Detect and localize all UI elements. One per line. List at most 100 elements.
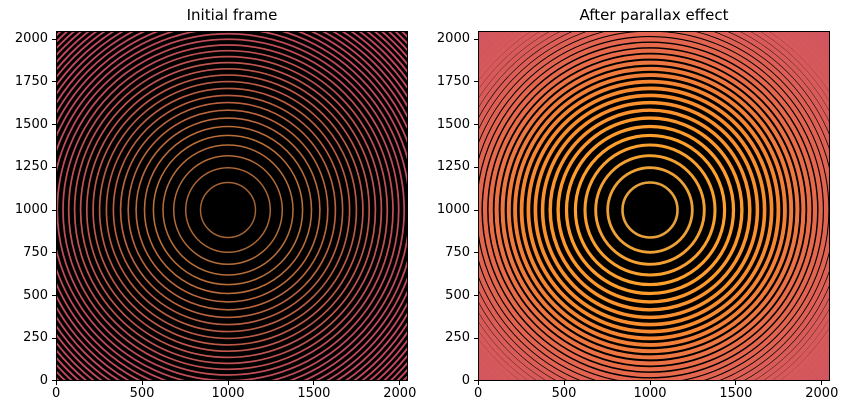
ring xyxy=(594,154,706,266)
ring xyxy=(56,31,408,381)
ring xyxy=(488,48,812,372)
ring xyxy=(533,93,767,327)
y-tick-label: 1250 xyxy=(14,159,48,175)
y-tick-mark xyxy=(474,380,478,382)
ring xyxy=(506,66,794,354)
y-tick-mark xyxy=(474,166,478,168)
ring xyxy=(606,166,694,254)
ring xyxy=(56,31,408,381)
ring xyxy=(56,31,408,381)
x-tick-mark xyxy=(227,381,229,385)
ring xyxy=(583,143,717,277)
ring xyxy=(152,134,304,286)
y-tick-mark xyxy=(474,124,478,126)
panel-after-parallax: After parallax effect 0 500 1000 1500 2000 0… xyxy=(437,0,838,418)
y-tick-mark xyxy=(474,81,478,83)
ring xyxy=(56,32,406,381)
plot-title: After parallax effect xyxy=(579,6,729,24)
ring xyxy=(143,125,313,295)
x-tick-mark xyxy=(55,381,57,385)
y-tick-label: 1500 xyxy=(14,116,48,132)
y-tick-label: 250 xyxy=(445,330,470,346)
ring xyxy=(482,42,818,378)
ring xyxy=(564,124,736,296)
y-tick-label: 0 xyxy=(461,372,470,388)
ring xyxy=(112,94,344,326)
y-tick-label: 0 xyxy=(39,372,48,388)
y-tick-mark xyxy=(474,295,478,296)
y-tick-label: 750 xyxy=(23,244,48,260)
x-tick-label: 0 xyxy=(473,386,483,401)
ring xyxy=(56,31,408,381)
x-tick-label: 1500 xyxy=(719,386,753,401)
ring xyxy=(513,73,787,347)
ring xyxy=(56,31,408,381)
ring xyxy=(621,181,679,239)
ring xyxy=(56,38,400,381)
ring xyxy=(62,44,394,376)
rings-svg xyxy=(56,31,408,381)
y-tick-mark xyxy=(52,380,56,382)
y-tick-mark xyxy=(52,337,56,339)
ring xyxy=(56,31,408,381)
ring xyxy=(406,31,408,33)
ring xyxy=(56,31,408,381)
ring xyxy=(494,54,806,366)
ring xyxy=(573,133,727,287)
y-tick-mark xyxy=(474,252,478,254)
ring xyxy=(526,86,774,334)
y-tick-label: 250 xyxy=(23,330,48,346)
panel-initial-frame: Initial frame 0 500 1000 1500 2000 0 250 500 75… xyxy=(15,0,416,418)
ring xyxy=(73,55,383,365)
y-tick-label: 2000 xyxy=(436,31,470,47)
y-tick-label: 1000 xyxy=(436,202,470,217)
x-tick-mark xyxy=(399,381,401,385)
x-tick-label: 2000 xyxy=(805,386,839,401)
ring xyxy=(56,31,408,381)
ring xyxy=(478,37,823,381)
y-tick-label: 1750 xyxy=(436,73,470,89)
ring xyxy=(79,61,377,359)
y-tick-label: 1750 xyxy=(14,73,48,89)
ring xyxy=(127,109,329,311)
x-tick-mark xyxy=(649,381,651,385)
rings-image xyxy=(478,31,830,381)
y-tick-mark xyxy=(52,166,56,168)
ring xyxy=(67,49,389,371)
plot-title: Initial frame xyxy=(186,6,278,24)
ring xyxy=(56,31,408,381)
x-tick-mark xyxy=(563,381,565,385)
ring xyxy=(548,108,752,312)
ring xyxy=(135,117,321,303)
ring xyxy=(519,79,781,341)
ring xyxy=(56,31,408,381)
y-tick-mark xyxy=(52,209,56,211)
y-tick-label: 500 xyxy=(445,287,470,303)
ring xyxy=(199,181,257,239)
y-tick-mark xyxy=(52,124,56,126)
y-tick-label: 2000 xyxy=(14,31,48,47)
x-tick-mark xyxy=(735,381,737,385)
x-tick-label: 500 xyxy=(551,386,577,401)
y-tick-mark xyxy=(474,38,478,40)
ring xyxy=(56,31,408,381)
x-tick-mark xyxy=(821,381,823,385)
x-tick-mark xyxy=(477,381,479,385)
y-tick-mark xyxy=(52,81,56,83)
y-tick-mark xyxy=(52,252,56,254)
y-tick-mark xyxy=(474,337,478,339)
ring xyxy=(85,67,371,353)
ring xyxy=(540,100,760,320)
x-tick-label: 500 xyxy=(129,386,155,401)
ring xyxy=(92,74,364,346)
y-tick-label: 500 xyxy=(23,287,48,303)
x-tick-mark xyxy=(313,381,315,385)
ring xyxy=(500,60,800,360)
ring xyxy=(556,116,744,304)
ring xyxy=(105,87,351,333)
y-tick-label: 1250 xyxy=(436,159,470,175)
x-tick-label: 0 xyxy=(51,386,61,401)
ring xyxy=(56,31,408,381)
ring xyxy=(98,80,358,340)
ring xyxy=(56,31,408,381)
